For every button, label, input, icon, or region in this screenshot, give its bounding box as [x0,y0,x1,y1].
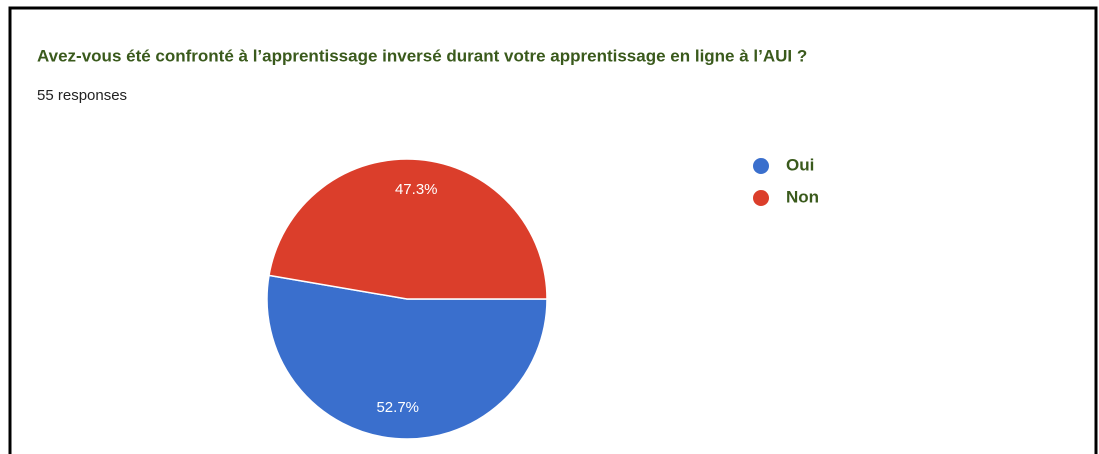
pie-slice [266,274,548,440]
chart-subtitle: 55 responses [37,87,127,104]
frame [8,6,1098,454]
slice-label: 52.7% [376,399,419,416]
legend-label: Oui [786,155,814,174]
legend-swatch [753,158,769,174]
chart-title: Avez-vous été confronté à l’apprentissag… [37,46,807,65]
legend-label: Non [786,187,819,206]
slice-label: 47.3% [395,181,438,198]
legend-swatch [753,190,769,206]
pie-slice [268,158,548,300]
